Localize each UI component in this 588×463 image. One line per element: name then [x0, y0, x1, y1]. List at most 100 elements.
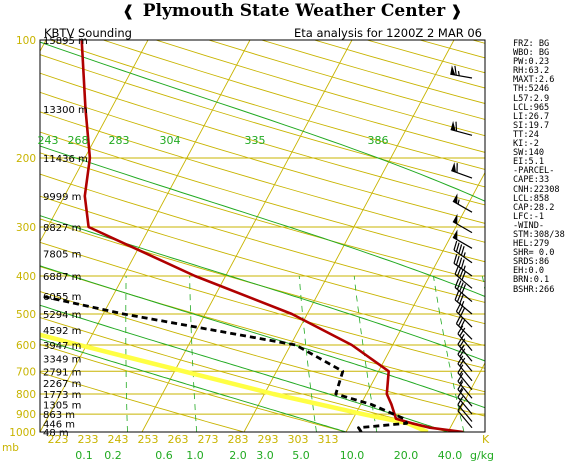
sounding-indices-panel: FRZ: BG WBO: BG PW:0.23 RH:63.2 MAXT:2.6 TH:5…	[513, 39, 588, 295]
wind-barb-flag	[455, 121, 458, 132]
wind-barb-flag	[459, 268, 464, 279]
dry-adiabat-line	[40, 317, 449, 432]
dry-adiabat-line	[40, 218, 485, 347]
wind-barb-flag	[457, 396, 464, 405]
isotherm-line	[447, 361, 485, 432]
mixing-ratio-line	[125, 276, 128, 432]
wind-barb-flag	[457, 388, 464, 398]
height-label: 9999 m	[43, 192, 81, 203]
wind-barb-flag	[454, 278, 460, 288]
wind-barb-staff	[452, 200, 473, 213]
isotherm-line	[40, 40, 251, 432]
wind-barb-half-flag	[461, 300, 465, 306]
sounding-index-line: BRN:0.1	[513, 275, 550, 286]
isotherm-line	[40, 40, 149, 243]
mixing-ratio-label: 0.1	[75, 449, 93, 462]
sounding-index-line: LI:26.7	[513, 111, 550, 122]
sounding-index-line: -PARCEL-	[513, 166, 555, 177]
pressure-tick-label: 100	[16, 35, 36, 47]
sounding-index-line: L57:2.9	[513, 93, 550, 104]
page-title: Plymouth State Weather Center	[142, 1, 446, 21]
dry-adiabat-line	[40, 241, 485, 369]
temperature-tick-label: 283	[228, 433, 249, 446]
height-label: 2791 m	[43, 367, 81, 378]
mixing-ratio-label: 0.2	[104, 449, 122, 462]
dry-adiabat-line	[40, 343, 347, 432]
wind-barb-flag	[459, 348, 466, 358]
wind-barb-half-flag	[463, 265, 466, 271]
temperature-tick-label: 253	[138, 433, 159, 446]
wind-barb-flag	[453, 240, 458, 251]
wind-barb-flag	[453, 254, 458, 264]
wind-barb-flag	[458, 257, 463, 267]
wind-barb-half-flag	[459, 370, 463, 376]
wind-barb-staff	[454, 299, 473, 315]
wind-barb-pennant	[452, 193, 458, 204]
height-label: 1305 m	[43, 400, 81, 411]
height-label: 8827 m	[43, 223, 81, 234]
wind-barb-pennant	[452, 213, 458, 225]
pressure-tick-label: 400	[16, 271, 36, 283]
temperature-tick-label: 233	[78, 433, 99, 446]
height-label: 863 m	[43, 410, 75, 421]
wind-barb-staff	[450, 129, 473, 136]
mixing-ratio-label: 5.0	[292, 449, 310, 462]
mixing-ratio-label: 10.0	[340, 449, 365, 462]
sounding-index-line: -WIND-	[513, 220, 545, 231]
wind-barb-flag	[457, 372, 464, 382]
moist-adiabat-line	[40, 215, 485, 362]
parcel-profile	[40, 332, 429, 432]
wind-barb-flag	[458, 304, 464, 314]
sounding-index-line: LCL:965	[513, 102, 550, 113]
pressure-tick-label: 600	[16, 340, 36, 352]
moist-adiabat-line	[40, 41, 485, 202]
sounding-index-line: EI:5.1	[513, 157, 545, 168]
wind-barb	[457, 372, 473, 399]
temperature-tick-label: 313	[318, 433, 339, 446]
sounding-index-line: CAP:28.2	[513, 202, 555, 213]
wind-barb-staff	[457, 380, 473, 399]
skew-t-chart: KBTV Sounding Eta analysis for 1200Z 2 MA…	[2, 26, 494, 462]
wind-barb-pennant	[450, 65, 456, 75]
analysis-label: Eta analysis for 1200Z 2 MAR 06	[294, 26, 482, 40]
wind-barb-flag	[454, 65, 457, 76]
wind-barb-staff	[451, 170, 473, 179]
wind-barb-staff	[454, 287, 473, 303]
theta-label: 335	[245, 134, 266, 147]
height-label: 446 m	[43, 419, 75, 430]
dry-adiabat-line	[40, 131, 485, 263]
temperature-tick-label: 273	[198, 433, 219, 446]
pressure-tick-label: 200	[16, 153, 36, 165]
pressure-tick-label: 500	[16, 309, 36, 321]
moist-adiabat-line	[40, 265, 485, 409]
theta-label: 268	[68, 134, 89, 147]
temperature-tick-label: 303	[288, 433, 309, 446]
sounding-index-line: CNH:22308	[513, 184, 560, 195]
isotherm-line	[243, 40, 455, 432]
dry-adiabat-line	[40, 173, 485, 303]
mixing-ratio-line	[481, 275, 485, 292]
temperature-axis-unit: K	[482, 433, 490, 446]
height-label: 6887 m	[43, 272, 81, 283]
wind-barb-flag	[455, 302, 462, 312]
wind-barb-staff	[457, 333, 473, 351]
theta-label: 243	[38, 134, 59, 147]
wind-barb-flag	[457, 381, 464, 390]
sounding-index-line: LCL:858	[513, 193, 550, 204]
wind-barb-staff	[457, 354, 473, 372]
wind-barb-staff	[457, 372, 473, 391]
moist-adiabat-line	[40, 304, 449, 432]
wind-barb	[454, 265, 473, 289]
sounding-index-line: STM:308/38	[513, 229, 565, 240]
sounding-index-line: HEL:279	[513, 239, 550, 250]
height-label: 11436 m	[43, 154, 88, 165]
wind-barb-staff	[453, 249, 473, 264]
temperature-tick-label: 223	[48, 433, 69, 446]
flag-left-icon: ❰	[122, 2, 135, 20]
sounding-index-line: KI:-2	[513, 139, 539, 150]
wind-barb-half-flag	[463, 252, 466, 258]
height-label: 1773 m	[43, 390, 81, 401]
sounding-index-line: CAPE:33	[513, 175, 550, 186]
height-label: 6055 m	[43, 292, 81, 303]
sounding-index-line: TT:24	[513, 129, 539, 140]
